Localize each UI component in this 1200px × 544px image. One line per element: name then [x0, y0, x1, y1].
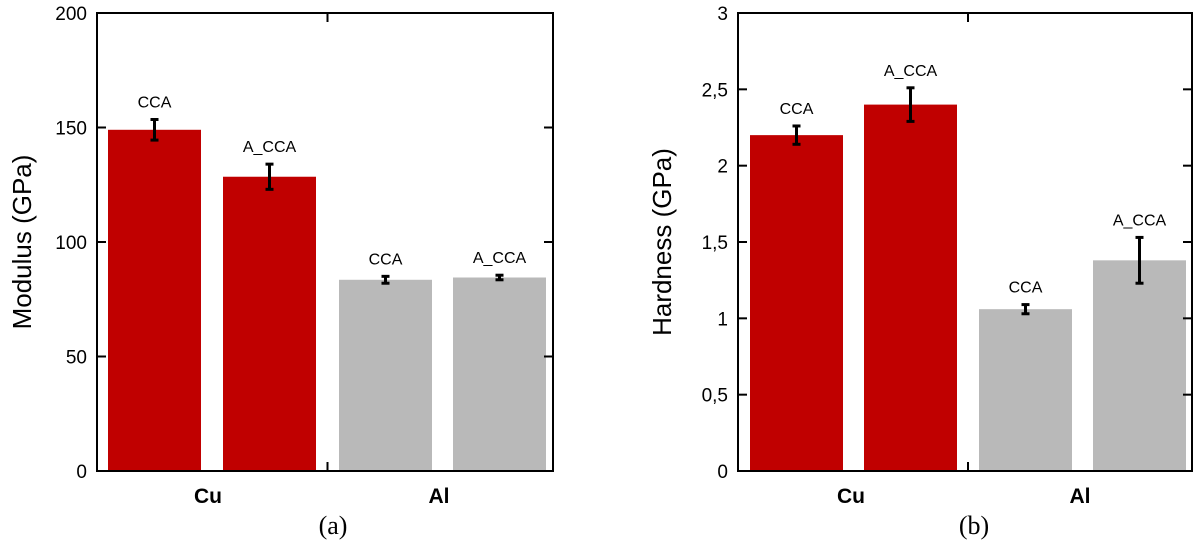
bar-cu-a-cca: [864, 104, 957, 471]
panel-caption: (b): [959, 511, 989, 540]
error-bar: [495, 273, 504, 282]
y-tick-label: 100: [55, 233, 87, 254]
y-tick-label: 0: [76, 462, 87, 483]
error-bar: [381, 274, 390, 285]
error-bar: [792, 124, 801, 146]
error-bar: [1135, 235, 1144, 285]
bar-label: CCA: [138, 94, 172, 111]
error-bar: [150, 117, 159, 142]
chart-panel-1: CCA A_CCA CCA A_CCA 0 50 100 150 200 Cu Al Modulus …: [7, 4, 554, 540]
bar-al-a-cca: [453, 277, 546, 471]
bar-label: A_CCA: [884, 63, 938, 80]
bar-label: A_CCA: [243, 139, 297, 156]
bar-label: CCA: [780, 101, 814, 118]
bar-al-a-cca: [1093, 260, 1186, 471]
y-tick-label: 1: [717, 309, 728, 330]
bar-cu-a-cca: [223, 176, 316, 472]
panel-caption: (a): [319, 511, 348, 540]
y-tick-label: 50: [66, 348, 87, 369]
x-category-label: Cu: [837, 485, 865, 508]
bar-label: CCA: [369, 251, 403, 268]
y-tick-label: 2: [717, 157, 728, 178]
x-category-label: Al: [429, 485, 450, 508]
y-tick-label: 0: [717, 462, 728, 483]
y-tick-label: 150: [55, 119, 87, 140]
y-axis-title: Hardness (GPa): [647, 148, 677, 336]
bar-cu-cca: [750, 135, 843, 471]
chart-panel-2: CCA A_CCA CCA A_CCA 0 0,5 1 1,5 2 2,5 3 Cu Al Hardnes…: [647, 4, 1193, 540]
bar-label: A_CCA: [1113, 212, 1167, 229]
y-tick-label: 1,5: [702, 233, 728, 254]
y-axis-title: Modulus (GPa): [7, 155, 37, 330]
x-category-label: Cu: [194, 485, 222, 508]
bar-al-cca: [339, 279, 432, 471]
y-tick-label: 0,5: [702, 386, 728, 407]
y-tick-label: 200: [55, 4, 87, 25]
bar-al-cca: [979, 309, 1072, 471]
bar-cu-cca: [108, 129, 201, 472]
y-tick-label: 3: [717, 4, 728, 25]
error-bar: [1021, 303, 1030, 316]
x-category-label: Al: [1070, 485, 1091, 508]
error-bar: [906, 86, 915, 123]
error-bar: [265, 162, 274, 191]
bar-label: CCA: [1009, 280, 1043, 297]
y-tick-label: 2,5: [702, 80, 728, 101]
bar-label: A_CCA: [473, 250, 527, 267]
